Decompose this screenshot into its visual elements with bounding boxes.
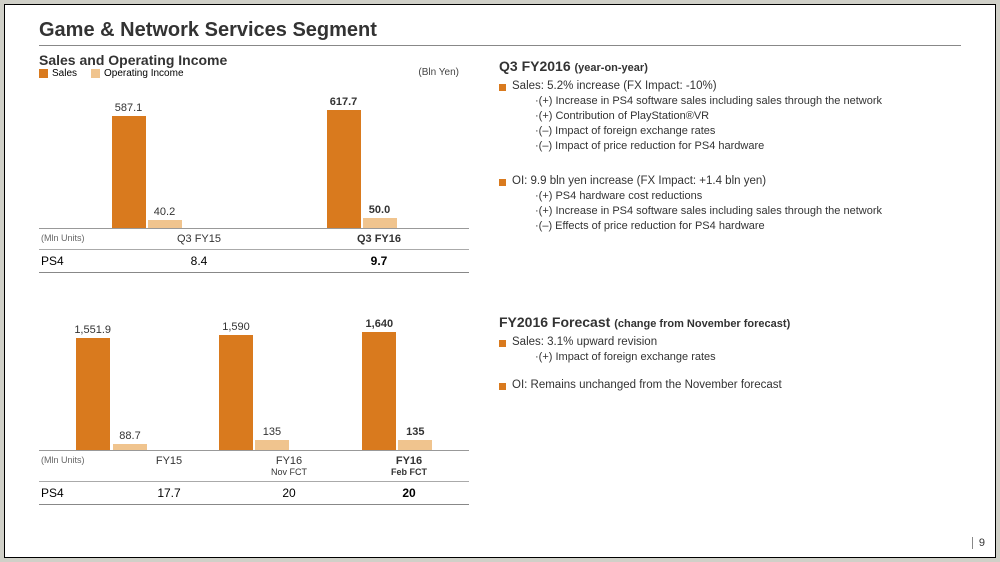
- q3-oi-bullet: OI: 9.9 bln yen increase (FX Impact: +1.…: [499, 175, 961, 187]
- category-label: FY16Nov FCT: [229, 451, 349, 481]
- bar-group: 1,590 135: [182, 301, 325, 450]
- category-label: FY16Feb FCT: [349, 451, 469, 481]
- ps4-row-label: PS4: [39, 250, 109, 272]
- q3-title-text: Q3 FY2016: [499, 58, 571, 74]
- table-cell: 20: [229, 482, 349, 504]
- bar-value-label: 617.7: [330, 96, 358, 108]
- bar-value-label: 1,590: [222, 321, 250, 333]
- bar-value-label: 40.2: [154, 206, 175, 218]
- legend-label-oi: Operating Income: [104, 68, 184, 79]
- sub-bullet: ·(–) Impact of price reduction for PS4 h…: [535, 139, 961, 154]
- bar-value-label: 587.1: [115, 102, 143, 114]
- table-cell: 17.7: [109, 482, 229, 504]
- legend-swatch-sales: [39, 69, 48, 78]
- chart1-category-row: (Mln Units) Q3 FY15Q3 FY16: [39, 229, 469, 250]
- chart-section-title: Sales and Operating Income: [39, 52, 469, 68]
- sub-bullet: ·(+) Impact of foreign exchange rates: [535, 350, 961, 365]
- sub-bullet: ·(+) Contribution of PlayStation®VR: [535, 109, 961, 124]
- bullet-marker-icon: [499, 340, 506, 347]
- sub-bullet: ·(+) PS4 hardware cost reductions: [535, 189, 961, 204]
- category-label: Q3 FY15: [109, 229, 289, 249]
- q3-oi-line: OI: 9.9 bln yen increase (FX Impact: +1.…: [512, 175, 766, 187]
- unit-label: (Bln Yen): [418, 67, 459, 78]
- bar-group: 587.1 40.2: [39, 79, 254, 228]
- legend: Sales Operating Income: [39, 68, 469, 79]
- bar-group: 1,551.9 88.7: [39, 301, 182, 450]
- table-cell: 8.4: [109, 250, 289, 272]
- bullet-marker-icon: [499, 84, 506, 91]
- bullet-marker-icon: [499, 383, 506, 390]
- slide: Game & Network Services Segment Sales an…: [4, 4, 996, 558]
- content-area: Sales and Operating Income Sales Operati…: [39, 52, 961, 505]
- legend-label-sales: Sales: [52, 68, 77, 79]
- oi-bar: [363, 218, 397, 228]
- forecast-title: FY2016 Forecast (change from November fo…: [499, 314, 961, 330]
- left-column: Sales and Operating Income Sales Operati…: [39, 52, 469, 505]
- q3-bullets: Sales: 5.2% increase (FX Impact: -10%) ·…: [499, 80, 961, 234]
- bar-value-label: 50.0: [369, 204, 390, 216]
- legend-sales: Sales: [39, 68, 77, 79]
- fc-oi-line: OI: Remains unchanged from the November …: [512, 379, 782, 391]
- bar-value-label: 88.7: [119, 430, 140, 442]
- sub-bullet: ·(–) Impact of foreign exchange rates: [535, 124, 961, 139]
- fc-sales-bullet: Sales: 3.1% upward revision: [499, 336, 961, 348]
- bullet-marker-icon: [499, 179, 506, 186]
- bar-group: 1,640 135: [326, 301, 469, 450]
- sales-bar: [76, 338, 110, 450]
- forecast-bullets: Sales: 3.1% upward revision ·(+) Impact …: [499, 336, 961, 391]
- sales-bar: [219, 335, 253, 450]
- forecast-title-text: FY2016 Forecast: [499, 314, 610, 330]
- table-cell: 20: [349, 482, 469, 504]
- bar-value-label: 135: [406, 426, 424, 438]
- oi-bar: [255, 440, 289, 450]
- q3-sales-line: Sales: 5.2% increase (FX Impact: -10%): [512, 80, 717, 92]
- mln-units-label: (Mln Units): [39, 451, 109, 481]
- legend-swatch-oi: [91, 69, 100, 78]
- right-column: Q3 FY2016 (year-on-year) Sales: 5.2% inc…: [499, 52, 961, 505]
- q3-oi-sublist: ·(+) PS4 hardware cost reductions·(+) In…: [535, 189, 961, 234]
- fc-sales-sublist: ·(+) Impact of foreign exchange rates: [535, 350, 961, 365]
- page-title: Game & Network Services Segment: [39, 19, 961, 42]
- chart2-data-row: PS4 17.72020: [39, 482, 469, 505]
- fc-sales-line: Sales: 3.1% upward revision: [512, 336, 657, 348]
- title-rule: [39, 45, 961, 46]
- sub-bullet: ·(–) Effects of price reduction for PS4 …: [535, 219, 961, 234]
- bar-group: 617.7 50.0: [254, 79, 469, 228]
- table-cell: 9.7: [289, 250, 469, 272]
- mln-units-label: (Mln Units): [39, 229, 109, 249]
- ps4-row-label: PS4: [39, 482, 109, 504]
- q3-title-paren: (year-on-year): [575, 62, 648, 74]
- sub-bullet: ·(+) Increase in PS4 software sales incl…: [535, 204, 961, 219]
- sub-bullet: ·(+) Increase in PS4 software sales incl…: [535, 94, 961, 109]
- sales-bar: [327, 110, 361, 228]
- sales-bar: [112, 116, 146, 228]
- category-label: Q3 FY16: [289, 229, 469, 249]
- legend-oi: Operating Income: [91, 68, 184, 79]
- q3-title: Q3 FY2016 (year-on-year): [499, 58, 961, 74]
- bar-value-label: 135: [263, 426, 281, 438]
- chart-q3: (Bln Yen) 587.140.2617.750.0: [39, 79, 469, 229]
- chart1-data-row: PS4 8.49.7: [39, 250, 469, 273]
- chart-forecast: 1,551.9 88.7 1,590 135 1,640 135: [39, 301, 469, 451]
- bar-value-label: 1,551.9: [74, 324, 111, 336]
- q3-sales-sublist: ·(+) Increase in PS4 software sales incl…: [535, 94, 961, 153]
- category-label: FY15: [109, 451, 229, 481]
- bar-value-label: 1,640: [366, 318, 394, 330]
- forecast-title-paren: (change from November forecast): [614, 318, 790, 330]
- fc-oi-bullet: OI: Remains unchanged from the November …: [499, 379, 961, 391]
- oi-bar: [398, 440, 432, 450]
- sales-bar: [362, 332, 396, 450]
- q3-sales-bullet: Sales: 5.2% increase (FX Impact: -10%): [499, 80, 961, 92]
- chart2-category-row: (Mln Units) FY15FY16Nov FCTFY16Feb FCT: [39, 451, 469, 482]
- oi-bar: [113, 444, 147, 450]
- oi-bar: [148, 220, 182, 228]
- page-number: 9: [972, 537, 985, 549]
